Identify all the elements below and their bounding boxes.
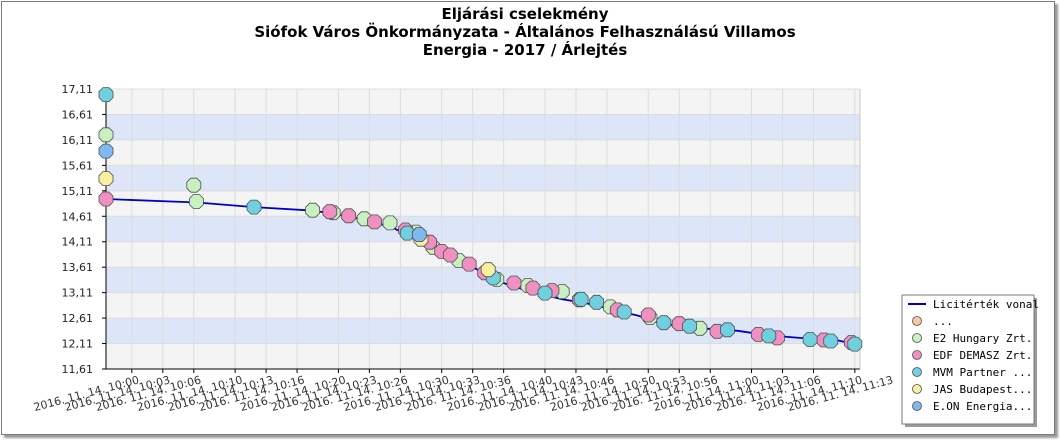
bid-point (506, 275, 522, 291)
grid-band (106, 114, 860, 140)
bid-point (188, 194, 204, 209)
bid-point (246, 199, 262, 215)
bid-point (589, 294, 604, 310)
bid-point (322, 204, 338, 220)
bid-point (98, 87, 114, 102)
grid-band (106, 343, 860, 369)
legend-label: E.ON Energia... (933, 400, 1032, 413)
bid-point (461, 256, 477, 272)
y-tick-label: 16,61 (62, 108, 94, 121)
chart-title-line-2: Siófok Város Önkormányzata - Általános F… (254, 22, 795, 41)
chart-title-line-1: Eljárási cselekmény (441, 5, 608, 23)
legend-marker-swatch (912, 350, 922, 360)
grid-band (106, 318, 860, 344)
bid-point (802, 332, 818, 347)
legend: Licitérték vonal... E2 Hungary Zrt. EDF DE… (901, 294, 1039, 427)
grid-band (106, 139, 860, 166)
bid-point (682, 318, 697, 334)
bid-point (537, 285, 553, 301)
legend-marker-swatch (912, 367, 922, 377)
bid-point (823, 333, 839, 349)
bid-point (98, 127, 114, 143)
y-tick-label: 14,61 (62, 210, 94, 223)
bid-point (761, 328, 777, 344)
bid-point (98, 143, 114, 159)
bid-point (98, 191, 114, 207)
grid-band (106, 190, 860, 217)
y-tick-label: 12,11 (62, 338, 94, 351)
legend-label: JAS Budapest... (933, 383, 1032, 396)
legend-label: EDF DEMASZ Zrt. (933, 349, 1032, 362)
bid-point (411, 227, 427, 243)
grid-band (106, 89, 860, 115)
grid-band (106, 241, 860, 268)
legend-label: MVM Partner ... (933, 366, 1032, 379)
y-tick-label: 13,11 (62, 287, 94, 300)
y-tick-label: 13,61 (62, 261, 94, 274)
chart-title-line-3: Energia - 2017 / Árlejtés (423, 40, 628, 59)
bid-point (720, 322, 735, 338)
series-layer (98, 87, 863, 352)
y-tick-label: 14,11 (62, 236, 94, 249)
legend-marker-swatch (912, 384, 922, 394)
legend-marker-swatch (912, 316, 922, 326)
bid-point (98, 171, 114, 187)
bid-point (442, 247, 458, 263)
legend-label: E2 Hungary Zrt. (933, 332, 1032, 345)
grid-band (106, 292, 860, 319)
bid-point (616, 304, 632, 320)
legend-label: ... (933, 315, 953, 328)
y-tick-labels: 11,61 12,11 12,61 13,11 13,61 14,11 14,61 15,11… (62, 83, 94, 376)
legend-marker-swatch (912, 333, 922, 343)
bid-point (399, 225, 415, 241)
bid-point (382, 215, 398, 231)
legend-label: Licitérték vonal (933, 298, 1039, 311)
bid-point (305, 202, 321, 218)
y-tick-label: 15,61 (62, 159, 94, 172)
bid-point (480, 262, 496, 278)
bid-point (186, 177, 202, 193)
bid-point (367, 214, 382, 230)
y-tick-label: 17,11 (62, 83, 94, 96)
legend-marker-swatch (912, 401, 922, 411)
y-tick-label: 16,11 (62, 134, 94, 147)
bid-point (341, 208, 357, 224)
chart-title: Eljárási cselekmény Siófok Város Önkormá… (254, 5, 795, 59)
bid-point (525, 280, 541, 296)
grid-band (106, 165, 860, 191)
bid-point (656, 315, 672, 331)
bid-point (573, 291, 589, 307)
grid-band (106, 216, 860, 242)
grid-bands (106, 89, 860, 369)
y-tick-label: 15,11 (62, 185, 94, 198)
y-tick-label: 11,61 (62, 363, 94, 376)
bid-point (847, 336, 863, 352)
legend-box (901, 294, 1035, 425)
bid-point (640, 307, 656, 323)
y-tick-label: 12,61 (62, 312, 94, 325)
